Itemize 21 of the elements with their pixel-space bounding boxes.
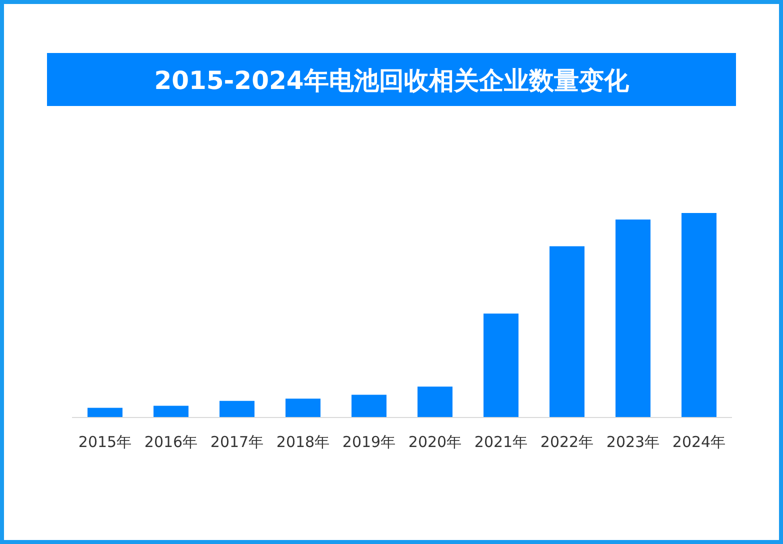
bar xyxy=(88,408,122,417)
bar xyxy=(550,246,584,417)
bar xyxy=(418,386,452,417)
bar xyxy=(220,400,254,417)
x-tick-label: 2018年 xyxy=(276,433,330,451)
x-tick-label: 2021年 xyxy=(474,433,528,451)
x-tick-label: 2023年 xyxy=(606,433,660,451)
x-tick-label: 2016年 xyxy=(144,433,198,451)
bar xyxy=(484,314,518,417)
bar xyxy=(286,398,320,417)
chart-title: 2015-2024年电池回收相关企业数量变化 xyxy=(154,66,630,95)
bar xyxy=(154,406,188,417)
x-tick-label: 2017年 xyxy=(210,433,264,451)
x-tick-label: 2020年 xyxy=(408,433,462,451)
bar xyxy=(616,220,650,417)
bar xyxy=(352,394,386,417)
x-tick-label: 2024年 xyxy=(672,433,726,451)
x-tick-label: 2022年 xyxy=(540,433,594,451)
bar xyxy=(682,213,716,417)
x-tick-label: 2019年 xyxy=(342,433,396,451)
x-tick-label: 2015年 xyxy=(78,433,132,451)
